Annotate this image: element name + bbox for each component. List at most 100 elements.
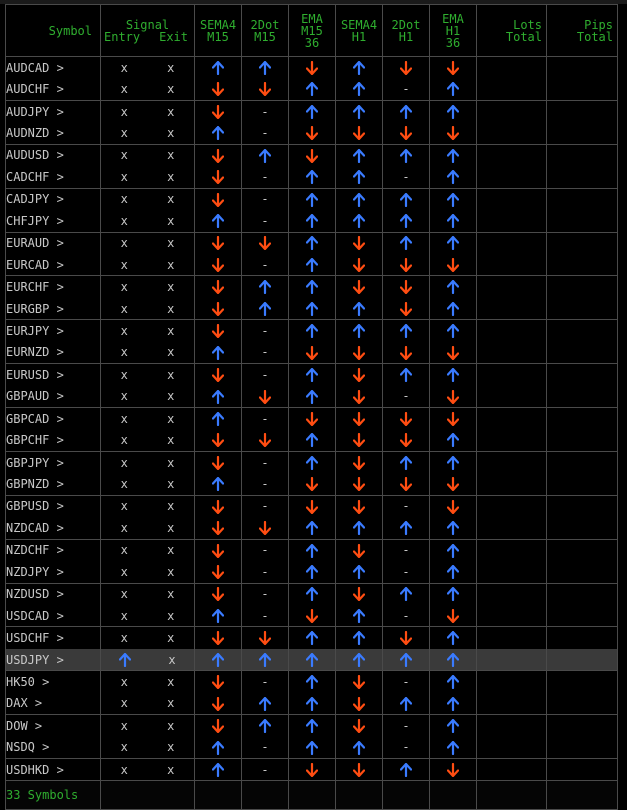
symbol-link[interactable]: NZDCHF >: [5, 539, 101, 562]
table-row[interactable]: GBPNZD > x x -: [5, 473, 618, 496]
table-row[interactable]: EURAUD > x x: [5, 232, 618, 254]
symbol-link[interactable]: AUDJPY >: [5, 100, 101, 123]
arrow-down-icon: [306, 345, 318, 360]
exit-signal: x: [167, 301, 175, 316]
symbol-link[interactable]: EURNZD >: [5, 341, 101, 365]
symbol-link[interactable]: USDJPY >: [5, 648, 101, 672]
symbol-link[interactable]: EURAUD >: [5, 232, 101, 254]
symbol-link[interactable]: USDCHF >: [5, 626, 101, 649]
symbol-link[interactable]: NZDUSD >: [5, 583, 101, 605]
symbol-link[interactable]: USDHKD >: [5, 758, 101, 781]
symbol-link[interactable]: DAX >: [5, 692, 101, 716]
symbol-link[interactable]: GBPNZD >: [5, 473, 101, 496]
table-row[interactable]: USDHKD > x x -: [5, 758, 618, 781]
symbol-link[interactable]: EURGBP >: [5, 297, 101, 321]
table-row[interactable]: AUDCAD > x x: [5, 56, 618, 79]
symbol-link[interactable]: DOW >: [5, 714, 101, 737]
symbol-link[interactable]: EURCAD >: [5, 253, 101, 277]
symbol-link[interactable]: AUDCAD >: [5, 56, 101, 79]
entry-signal: x: [120, 762, 128, 777]
table-row[interactable]: DOW > x x -: [5, 714, 618, 737]
table-row[interactable]: EURJPY > x x -: [5, 319, 618, 342]
table-row[interactable]: NSDQ > x x - -: [5, 736, 618, 759]
table-row[interactable]: AUDCHF > x x -: [5, 78, 618, 101]
symbol-link[interactable]: GBPJPY >: [5, 451, 101, 474]
table-row[interactable]: AUDNZD > x x -: [5, 122, 618, 145]
table-row[interactable]: AUDUSD > x x: [5, 144, 618, 167]
table-row[interactable]: USDCHF > x x: [5, 626, 618, 649]
symbol-link[interactable]: GBPAUD >: [5, 385, 101, 408]
pips-total-cell: [546, 363, 618, 386]
cell-sema4-h1: [335, 451, 383, 474]
table-row[interactable]: EURCAD > x x -: [5, 253, 618, 277]
symbol-link[interactable]: GBPUSD >: [5, 495, 101, 518]
cell-sema4-m15: [194, 670, 242, 693]
symbol-link[interactable]: AUDNZD >: [5, 122, 101, 145]
cell-ema-m15-36: [288, 78, 336, 101]
arrow-up-icon: [353, 565, 365, 580]
table-row[interactable]: CADJPY > x x -: [5, 188, 618, 211]
exit-signal: x: [168, 652, 176, 667]
table-row[interactable]: EURGBP > x x: [5, 297, 618, 321]
pips-total-cell: [546, 626, 618, 649]
arrow-down-icon: [353, 762, 365, 777]
table-row[interactable]: USDJPY > x: [5, 648, 618, 672]
no-signal-dash: -: [261, 608, 269, 623]
cell-sema4-h1: [335, 122, 383, 145]
lots-total-cell: [476, 736, 547, 759]
table-row[interactable]: GBPAUD > x x -: [5, 385, 618, 408]
symbol-link[interactable]: NZDJPY >: [5, 561, 101, 584]
cell-sema4-m15: [194, 341, 242, 365]
table-row[interactable]: NZDJPY > x x - -: [5, 561, 618, 584]
symbol-link[interactable]: USDCAD >: [5, 604, 101, 628]
entry-signal: x: [120, 126, 128, 141]
arrow-up-icon: [212, 214, 224, 229]
symbol-link[interactable]: CADCHF >: [5, 166, 101, 189]
table-row[interactable]: CADCHF > x x - -: [5, 166, 618, 189]
symbol-link[interactable]: NSDQ >: [5, 736, 101, 759]
table-row[interactable]: GBPCHF > x x: [5, 429, 618, 452]
footer-cell: [194, 780, 242, 810]
arrow-down-icon: [353, 587, 365, 602]
table-row[interactable]: GBPJPY > x x -: [5, 451, 618, 474]
table-row[interactable]: DAX > x x: [5, 692, 618, 716]
symbol-link[interactable]: EURJPY >: [5, 319, 101, 342]
table-row[interactable]: EURNZD > x x -: [5, 341, 618, 365]
arrow-up-icon: [306, 521, 318, 536]
symbol-link[interactable]: NZDCAD >: [5, 517, 101, 540]
table-row[interactable]: GBPCAD > x x -: [5, 407, 618, 430]
arrow-up-icon: [306, 565, 318, 580]
table-row[interactable]: GBPUSD > x x - -: [5, 495, 618, 518]
table-row[interactable]: EURCHF > x x: [5, 275, 618, 298]
symbol-link[interactable]: AUDUSD >: [5, 144, 101, 167]
symbol-link[interactable]: GBPCAD >: [5, 407, 101, 430]
symbol-link[interactable]: EURCHF >: [5, 275, 101, 298]
cell-sema4-h1: [335, 758, 383, 781]
cell-2dot-h1: [382, 100, 430, 123]
cell-sema4-h1: [335, 210, 383, 233]
exit-signal: x: [167, 455, 175, 470]
symbol-link[interactable]: HK50 >: [5, 670, 101, 693]
pips-total-cell: [546, 714, 618, 737]
symbol-link[interactable]: CADJPY >: [5, 188, 101, 211]
cell-ema-h1-36: [429, 363, 477, 386]
arrow-down-icon: [353, 389, 365, 404]
header-symbol[interactable]: Symbol: [5, 4, 101, 57]
symbol-link[interactable]: CHFJPY >: [5, 210, 101, 233]
table-row[interactable]: USDCAD > x x - -: [5, 604, 618, 628]
arrow-up-icon: [353, 170, 365, 185]
table-row[interactable]: NZDCHF > x x - -: [5, 539, 618, 562]
symbol-link[interactable]: EURUSD >: [5, 363, 101, 386]
table-row[interactable]: NZDUSD > x x -: [5, 583, 618, 605]
table-row[interactable]: HK50 > x x - -: [5, 670, 618, 693]
table-row[interactable]: EURUSD > x x -: [5, 363, 618, 386]
cell-2dot-h1: [382, 253, 430, 277]
table-row[interactable]: AUDJPY > x x -: [5, 100, 618, 123]
symbol-link[interactable]: AUDCHF >: [5, 78, 101, 101]
table-row[interactable]: NZDCAD > x x: [5, 517, 618, 540]
lots-total-cell: [476, 407, 547, 430]
pips-total-cell: [546, 670, 618, 693]
symbol-link[interactable]: GBPCHF >: [5, 429, 101, 452]
table-row[interactable]: CHFJPY > x x -: [5, 210, 618, 233]
